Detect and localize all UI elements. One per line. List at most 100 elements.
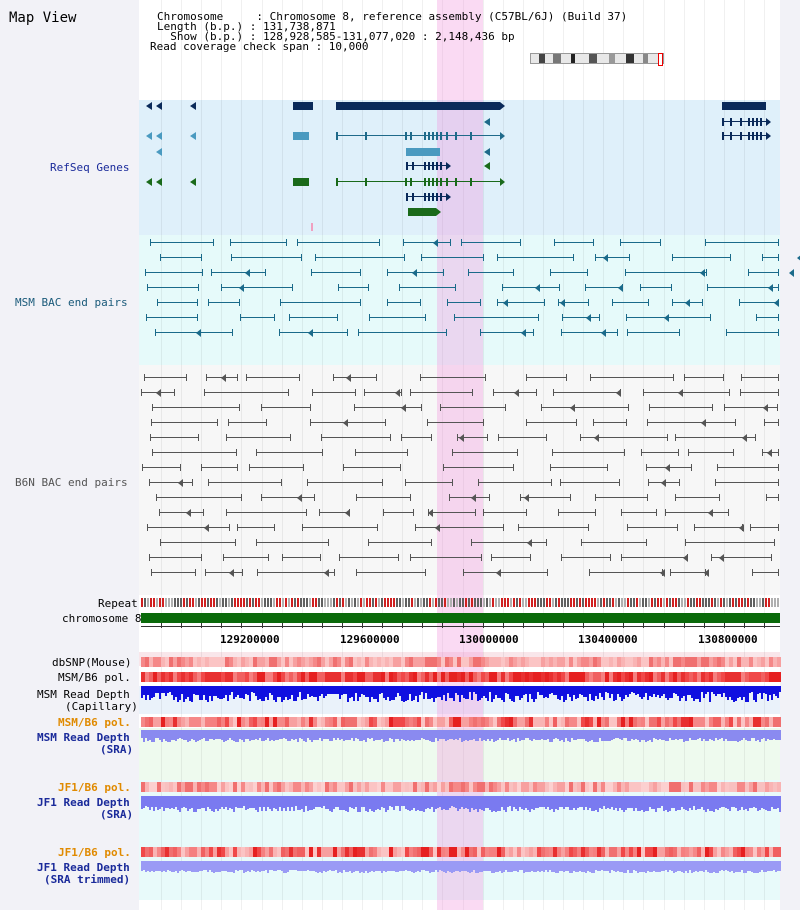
bac-end[interactable] (558, 509, 559, 516)
bac-arrow[interactable] (742, 434, 747, 442)
bac-end[interactable] (236, 449, 237, 456)
bac-pair[interactable] (319, 512, 349, 513)
bac-end[interactable] (204, 389, 205, 396)
bac-end[interactable] (256, 539, 257, 546)
bac-end[interactable] (558, 299, 559, 306)
bac-end[interactable] (355, 389, 356, 396)
bac-arrow[interactable] (661, 479, 666, 487)
gene-arrow[interactable] (156, 148, 162, 156)
bac-end[interactable] (607, 464, 608, 471)
bac-end[interactable] (629, 254, 630, 261)
bac-end[interactable] (750, 524, 751, 531)
bac-end[interactable] (733, 449, 734, 456)
bac-end[interactable] (677, 524, 678, 531)
bac-pair[interactable] (355, 452, 407, 453)
track-label-msm-b6-pol-1[interactable]: MSM/B6 pol. (58, 671, 131, 684)
bac-end[interactable] (301, 254, 302, 261)
gene-arrow[interactable] (156, 102, 162, 110)
bac-pair[interactable] (261, 407, 310, 408)
bac-end[interactable] (503, 524, 504, 531)
bac-pair[interactable] (246, 377, 299, 378)
bac-arrow[interactable] (156, 389, 161, 397)
bac-pair[interactable] (647, 422, 735, 423)
bac-end[interactable] (764, 419, 765, 426)
bac-end[interactable] (554, 239, 555, 246)
bac-end[interactable] (387, 269, 388, 276)
bac-end[interactable] (206, 374, 207, 381)
bac-pair[interactable] (526, 422, 576, 423)
bac-end[interactable] (226, 509, 227, 516)
gene-exon[interactable] (436, 193, 438, 201)
bac-end[interactable] (237, 524, 238, 531)
bac-end[interactable] (513, 269, 514, 276)
bac-end[interactable] (201, 554, 202, 561)
bac-end[interactable] (646, 539, 647, 546)
bac-pair[interactable] (282, 557, 320, 558)
bac-pair[interactable] (228, 422, 266, 423)
bac-end[interactable] (421, 254, 422, 261)
bac-end[interactable] (724, 404, 725, 411)
track-label-jf1-b6-pol-1[interactable]: JF1/B6 pol. (58, 781, 131, 794)
bac-end[interactable] (624, 449, 625, 456)
bac-end[interactable] (640, 284, 641, 291)
bac-pair[interactable] (561, 332, 617, 333)
bac-pair[interactable] (231, 257, 301, 258)
track-label-b6n-bac[interactable]: B6N BAC end pairs (15, 476, 128, 489)
bac-end[interactable] (715, 479, 716, 486)
bac-arrow[interactable] (797, 254, 800, 262)
bac-arrow[interactable] (594, 434, 599, 442)
bac-end[interactable] (231, 254, 232, 261)
bac-end[interactable] (203, 509, 204, 516)
gene-exon[interactable] (365, 178, 367, 186)
bac-pair[interactable] (766, 497, 778, 498)
gene-exon[interactable] (730, 132, 732, 140)
bac-arrow[interactable] (535, 284, 540, 292)
gene-arrow[interactable] (436, 208, 441, 216)
bac-arrow[interactable] (683, 554, 688, 562)
bac-end[interactable] (213, 239, 214, 246)
gene-exon[interactable] (365, 132, 367, 140)
bac-end[interactable] (621, 554, 622, 561)
bac-end[interactable] (280, 299, 281, 306)
bac-pair[interactable] (157, 302, 197, 303)
bac-end[interactable] (580, 434, 581, 441)
bac-pair[interactable] (558, 302, 588, 303)
bac-end[interactable] (520, 494, 521, 501)
bac-end[interactable] (628, 404, 629, 411)
bac-end[interactable] (729, 389, 730, 396)
gene-exon[interactable] (740, 132, 742, 140)
bac-pair[interactable] (415, 527, 503, 528)
bac-end[interactable] (735, 419, 736, 426)
bac-end[interactable] (588, 299, 589, 306)
bac-end[interactable] (385, 419, 386, 426)
bac-arrow[interactable] (229, 569, 234, 577)
bac-end[interactable] (420, 299, 421, 306)
bac-end[interactable] (425, 314, 426, 321)
gene-block[interactable] (406, 148, 440, 156)
bac-arrow[interactable] (719, 554, 724, 562)
bac-pair[interactable] (159, 512, 203, 513)
bac-pair[interactable] (762, 257, 778, 258)
bac-end[interactable] (208, 479, 209, 486)
bac-pair[interactable] (221, 287, 292, 288)
bac-end[interactable] (778, 569, 779, 576)
bac-pair[interactable] (354, 407, 421, 408)
bac-end[interactable] (561, 554, 562, 561)
bac-arrow[interactable] (768, 284, 773, 292)
bac-end[interactable] (707, 284, 708, 291)
bac-end[interactable] (551, 479, 552, 486)
bac-end[interactable] (468, 269, 469, 276)
bac-end[interactable] (339, 554, 340, 561)
track-label-jf1-b6-pol-2[interactable]: JF1/B6 pol. (58, 846, 131, 859)
gene-intron[interactable] (336, 181, 500, 182)
bac-arrow[interactable] (739, 524, 744, 532)
bac-end[interactable] (552, 449, 553, 456)
bac-end[interactable] (160, 254, 161, 261)
bac-pair[interactable] (717, 467, 778, 468)
bac-pair[interactable] (741, 377, 778, 378)
bac-end[interactable] (463, 569, 464, 576)
bac-end[interactable] (762, 449, 763, 456)
bac-pair[interactable] (560, 482, 619, 483)
gene-block[interactable] (336, 102, 500, 110)
bac-end[interactable] (399, 284, 400, 291)
